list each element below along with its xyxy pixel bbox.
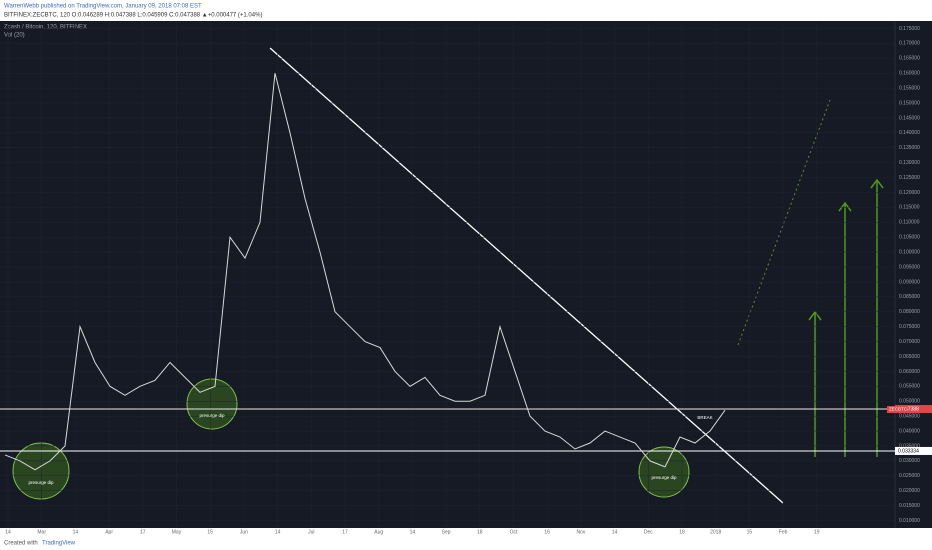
x-tick-label: 19 <box>814 529 820 535</box>
y-tick-label: 0.070000 <box>899 339 920 345</box>
x-tick-label: Feb <box>779 529 788 535</box>
x-tick-label: Jun <box>240 529 248 535</box>
y-tick-label: 0.025000 <box>899 473 920 479</box>
arrow <box>870 178 884 457</box>
arrow <box>838 201 852 457</box>
x-tick-label: 14 <box>5 529 11 535</box>
y-tick-label: 0.160000 <box>899 71 920 77</box>
x-tick-label: 17 <box>342 529 348 535</box>
level-tag <box>895 405 932 414</box>
y-tick-label: 0.075000 <box>899 324 920 330</box>
annotation: presurge dip <box>28 480 54 485</box>
x-tick-label: May <box>172 529 182 535</box>
y-tick-label: 0.140000 <box>899 130 920 136</box>
publisher-line: WarrenWebb published on TradingView.com,… <box>4 4 202 10</box>
x-tick-label: 2018 <box>710 529 721 535</box>
x-tick-label: 14 <box>73 529 79 535</box>
chart-bg <box>0 21 932 528</box>
y-tick-label: 0.080000 <box>899 309 920 315</box>
y-tick-label: 0.135000 <box>899 145 920 151</box>
y-tick-label: 0.145000 <box>899 115 920 121</box>
y-tick-label: 0.020000 <box>899 488 920 494</box>
y-tick-label: 0.115000 <box>899 205 920 211</box>
x-tick-label: 14 <box>410 529 416 535</box>
x-tick-label: 16 <box>544 529 550 535</box>
y-tick-label: 0.090000 <box>899 279 920 285</box>
y-tick-label: 0.015000 <box>899 503 920 509</box>
x-tick-label: 14 <box>275 529 281 535</box>
chart-title: Zcash / Bitcoin, 120, BITFINEX <box>4 25 87 31</box>
x-tick-label: Nov <box>576 529 585 535</box>
annotation: presurge dip <box>199 413 225 418</box>
x-tick-label: 15 <box>207 529 213 535</box>
y-tick-label: 0.170000 <box>899 41 920 47</box>
y-tick-label: 0.105000 <box>899 235 920 241</box>
level-label: 0.047388 <box>898 406 919 412</box>
x-tick-label: Jul <box>308 529 314 535</box>
volume-title: Vol (20) <box>4 33 25 39</box>
x-tick-label: Sep <box>442 529 451 535</box>
level-label: 0.033334 <box>898 448 919 454</box>
price-line <box>4 73 726 471</box>
highlight-circle <box>12 442 70 500</box>
x-tick-label: 18 <box>477 529 483 535</box>
y-tick-label: 0.065000 <box>899 354 920 360</box>
y-tick-label: 0.085000 <box>899 294 920 300</box>
footer-created: Created with <box>4 541 38 547</box>
y-tick-label: 0.045000 <box>899 413 920 419</box>
y-tick-label: 0.100000 <box>899 249 920 255</box>
trendline <box>269 47 784 504</box>
y-tick-label: 0.125000 <box>899 175 920 181</box>
y-tick-label: 0.010000 <box>899 518 920 524</box>
y-tick-label: 0.110000 <box>899 220 920 226</box>
y-tick-label: 0.155000 <box>899 85 920 91</box>
y-tick-label: 0.035000 <box>899 443 920 449</box>
y-tick-label: 0.030000 <box>899 458 920 464</box>
symbol-tag <box>887 406 907 414</box>
x-tick-label: Apr <box>105 529 113 535</box>
annotation: presurge dip <box>651 475 677 480</box>
x-tick-label: Mar <box>37 529 46 535</box>
annotation: BREAK <box>697 415 712 420</box>
y-tick-label: 0.095000 <box>899 264 920 270</box>
x-tick-label: 17 <box>140 529 146 535</box>
footer-brand: TradingView <box>42 541 76 547</box>
y-tick-label: 0.060000 <box>899 369 920 375</box>
x-tick-label: Oct <box>510 529 518 535</box>
highlight-circle <box>638 446 690 498</box>
y-tick-label: 0.040000 <box>899 428 920 434</box>
y-tick-label: 0.130000 <box>899 160 920 166</box>
x-tick-label: Aug <box>374 529 383 535</box>
y-tick-label: 0.120000 <box>899 190 920 196</box>
x-tick-label: Dec <box>644 529 653 535</box>
y-tick-label: 0.050000 <box>899 399 920 405</box>
x-tick-label: 15 <box>747 529 753 535</box>
x-tick-label: 14 <box>612 529 618 535</box>
symbol-tag-label: ZECBTC <box>889 407 908 412</box>
y-tick-label: 0.150000 <box>899 100 920 106</box>
x-tick-label: 18 <box>679 529 685 535</box>
y-tick-label: 0.165000 <box>899 56 920 62</box>
symbol-line: BITFINEX:ZECBTC, 120 O:0.046289 H:0.0473… <box>4 13 262 19</box>
level-tag <box>895 446 932 455</box>
y-tick-label: 0.175000 <box>899 26 920 32</box>
y-tick-label: 0.055000 <box>899 384 920 390</box>
